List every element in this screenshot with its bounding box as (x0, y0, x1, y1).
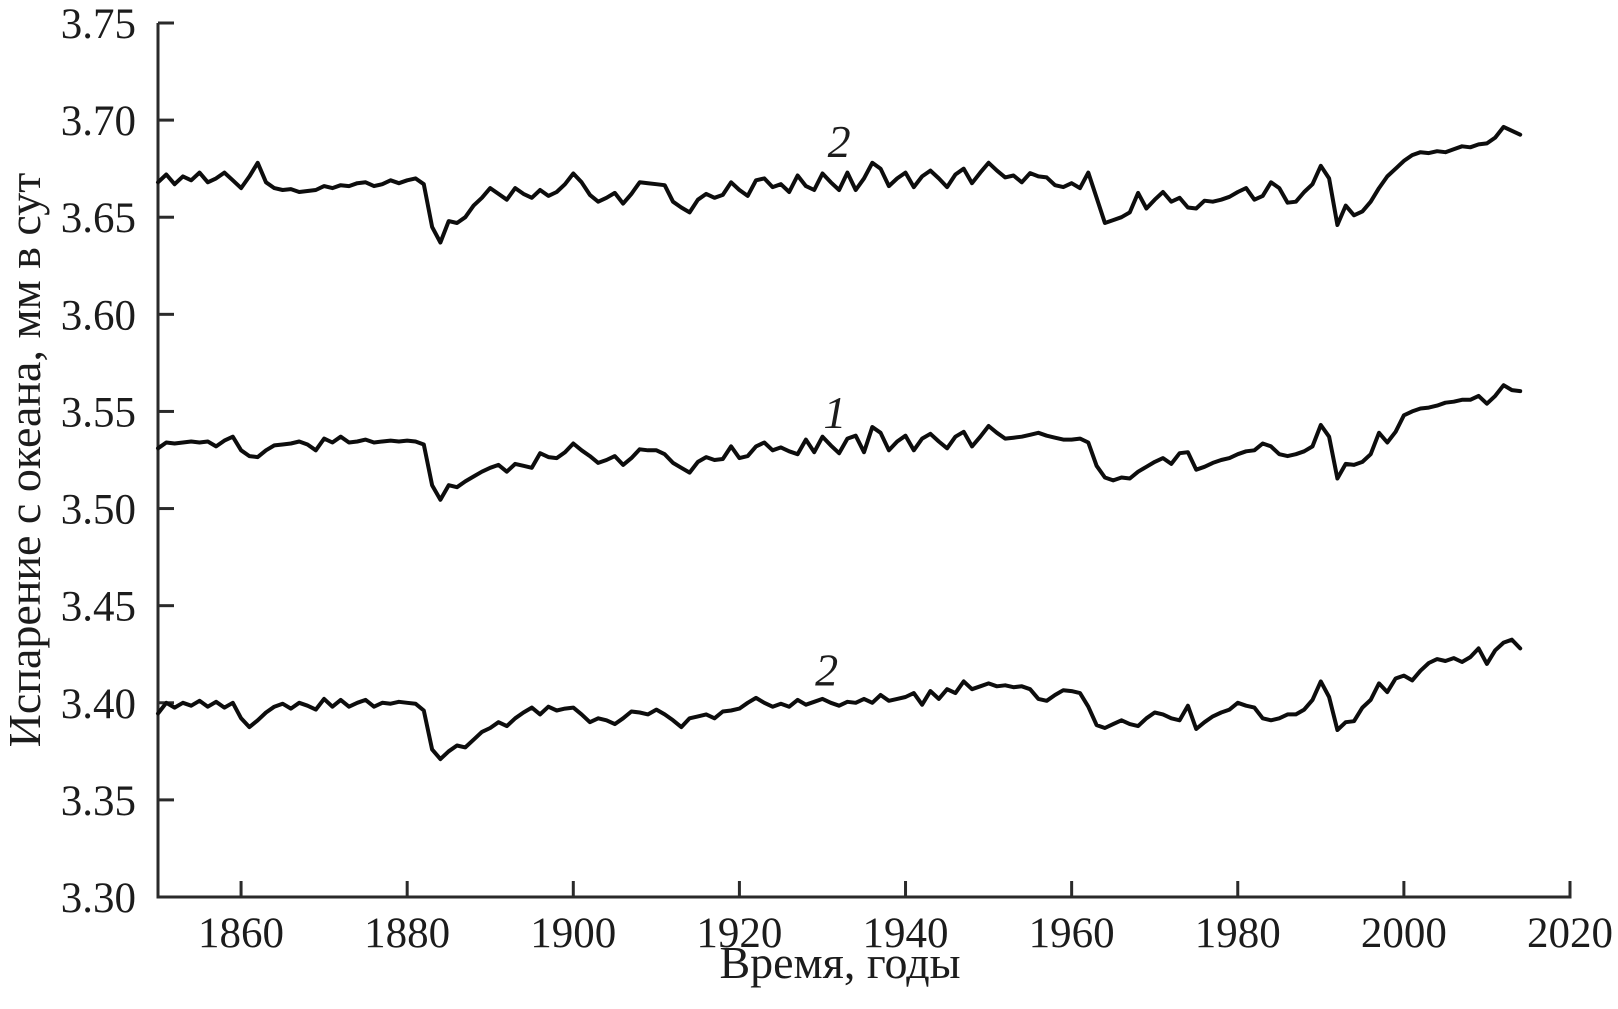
axes (156, 23, 1572, 899)
tick-labels: 1860 1880 1900 1920 1940 1960 1980 2000 2020 3.30… (61, 1, 1613, 957)
x-tick-label: 1920 (696, 910, 782, 957)
x-tick-label: 1960 (1029, 910, 1115, 957)
y-tick-label: 3.35 (61, 778, 136, 825)
x-tick-label: 1940 (863, 910, 949, 957)
lower-curve-label: 2 (815, 644, 838, 695)
upper-curve-label: 2 (828, 116, 851, 167)
ticks (158, 21, 1572, 899)
x-tick-label: 2000 (1361, 910, 1447, 957)
y-tick-label: 3.70 (61, 98, 136, 145)
curves (156, 124, 1523, 762)
x-tick-label: 1880 (364, 910, 450, 957)
x-tick-label: 1860 (198, 910, 284, 957)
y-tick-label: 3.40 (61, 681, 136, 728)
y-axis-title: Испарение с океана, мм в сут (0, 173, 50, 748)
x-axis-title: Время, годы (719, 937, 960, 988)
x-tick-label: 1900 (530, 910, 616, 957)
y-tick-label: 3.45 (61, 584, 136, 631)
y-tick-label: 3.75 (61, 1, 136, 48)
y-tick-label: 3.60 (61, 292, 136, 339)
y-tick-label: 3.65 (61, 195, 136, 242)
middle-curve (156, 383, 1523, 502)
curve-labels: 2 1 2 (815, 116, 850, 695)
x-tick-label: 2020 (1527, 910, 1613, 957)
y-tick-label: 3.30 (61, 875, 136, 922)
middle-curve-label: 1 (823, 387, 846, 438)
lower-curve (156, 637, 1523, 762)
y-tick-label: 3.55 (61, 389, 136, 436)
x-tick-label: 1980 (1195, 910, 1281, 957)
upper-curve (156, 124, 1523, 245)
y-tick-label: 3.50 (61, 487, 136, 534)
